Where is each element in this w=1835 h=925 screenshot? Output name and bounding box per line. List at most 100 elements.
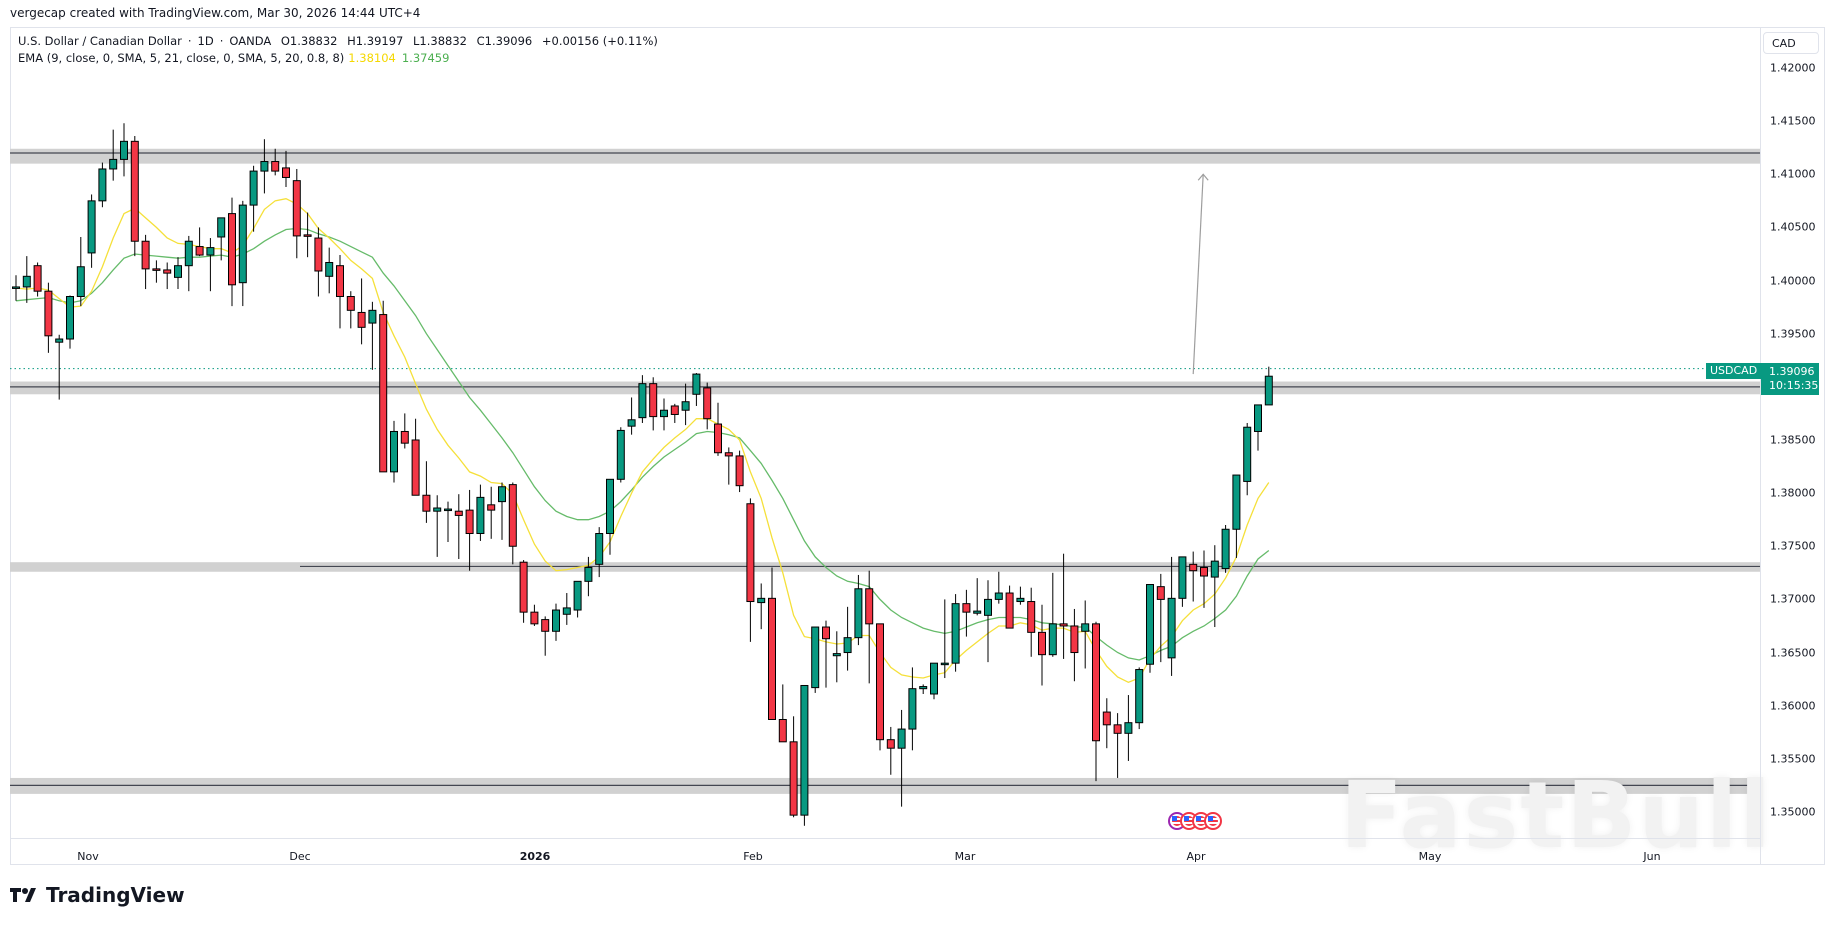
candle-body — [33, 265, 42, 292]
price-tick-label: 1.39500 — [1770, 327, 1816, 341]
price-tick-label: 1.40500 — [1770, 220, 1816, 234]
symbol-name[interactable]: U.S. Dollar / Canadian Dollar — [18, 34, 182, 48]
candle-body — [703, 387, 712, 420]
candle-body — [616, 429, 625, 480]
interval[interactable]: 1D — [197, 34, 214, 48]
economic-events[interactable] — [1168, 812, 1222, 830]
currency-button[interactable]: CAD — [1763, 32, 1819, 54]
candle-body — [217, 217, 226, 238]
candle-body — [573, 580, 582, 611]
candle-body — [184, 240, 193, 267]
candle-body — [1189, 563, 1198, 572]
candle-body — [552, 609, 560, 632]
candle-body — [314, 237, 323, 272]
candle-body — [1048, 623, 1057, 656]
candle-body — [822, 626, 830, 640]
candle-body — [22, 275, 31, 288]
candle-body — [1081, 623, 1090, 632]
candle-body — [206, 247, 215, 256]
zone-rectangle[interactable] — [10, 381, 1760, 395]
candle-body — [541, 619, 550, 632]
low-value: L1.38832 — [413, 34, 467, 48]
candle-body — [832, 653, 841, 657]
arrow-head-icon — [1197, 173, 1209, 181]
price-tick-label: 1.38000 — [1770, 486, 1816, 500]
candle-body — [357, 311, 366, 328]
time-tick-label: 2026 — [519, 850, 551, 863]
time-axis[interactable] — [10, 838, 1760, 865]
candle-body — [120, 140, 128, 160]
high-value: H1.39197 — [347, 34, 404, 48]
ema-fast-line — [15, 198, 1270, 684]
price-tick-label: 1.38500 — [1770, 433, 1816, 447]
candle-body — [368, 309, 377, 324]
price-tick-label: 1.36500 — [1770, 646, 1816, 660]
chart-credit: vergecap created with TradingView.com, M… — [10, 6, 421, 20]
candle-body — [800, 684, 809, 816]
candle-body — [1102, 711, 1111, 726]
candle-body — [1243, 426, 1252, 482]
candle-body — [66, 296, 74, 340]
indicator-legend[interactable]: EMA (9, close, 0, SMA, 5, 21, close, 0, … — [18, 51, 449, 65]
price-tick-label: 1.36000 — [1770, 699, 1816, 713]
candle-body — [670, 405, 679, 415]
candle-body — [811, 626, 820, 689]
candle-body — [12, 286, 20, 289]
candle-body — [1113, 724, 1122, 734]
us-flag-event-icon[interactable] — [1204, 812, 1222, 830]
candle-body — [422, 494, 431, 512]
time-tick-label: Mar — [954, 850, 976, 863]
candle-body — [346, 296, 355, 311]
candle-body — [1232, 474, 1241, 530]
candle-body — [843, 637, 852, 654]
candle-body — [163, 269, 172, 274]
candle-body — [1210, 560, 1219, 578]
change-value: +0.00156 (+0.11%) — [541, 34, 658, 48]
price-tick-label: 1.41000 — [1770, 167, 1816, 181]
candle-body — [692, 373, 701, 395]
candle-body — [584, 567, 593, 582]
price-axis[interactable] — [1760, 28, 1825, 864]
exchange: OANDA — [229, 34, 272, 48]
candle-body — [195, 246, 204, 256]
candle-body — [886, 739, 895, 749]
price-tick-label: 1.37500 — [1770, 539, 1816, 553]
candle-body — [606, 478, 614, 535]
candle-body — [98, 168, 107, 202]
candle-body — [1178, 556, 1187, 599]
symbol-legend[interactable]: U.S. Dollar / Canadian Dollar · 1D · OANDA O… — [18, 34, 658, 48]
candle-body — [55, 338, 64, 343]
close-value: C1.39096 — [476, 34, 533, 48]
candle-body — [109, 158, 118, 170]
candle-body — [984, 598, 992, 616]
last-price: 1.39096 — [1769, 364, 1815, 378]
time-tick-label: Apr — [1186, 850, 1206, 863]
candle-body — [649, 383, 658, 418]
candle-body — [1059, 623, 1068, 627]
price-tick-label: 1.42000 — [1770, 61, 1816, 75]
brand-name: TradingView — [46, 883, 185, 907]
indicator-label[interactable]: EMA (9, close, 0, SMA, 5, 21, close, 0, … — [18, 51, 345, 65]
time-tick-label: Dec — [289, 850, 311, 863]
candle-body — [130, 140, 139, 242]
candle-body — [595, 533, 604, 565]
candle-body — [940, 662, 949, 666]
candle-body — [476, 496, 485, 535]
open-value: O1.38832 — [280, 34, 338, 48]
candle-body — [400, 430, 409, 444]
tradingview-logo[interactable]: TradingView — [10, 883, 185, 907]
candle-body — [519, 561, 528, 613]
candle-body — [973, 610, 982, 614]
candle-body — [1200, 567, 1208, 577]
candle-body — [768, 597, 776, 720]
candle-body — [930, 662, 938, 695]
candle-body — [444, 508, 452, 512]
candle-body — [1254, 404, 1262, 432]
price-tick-label: 1.40000 — [1770, 274, 1816, 288]
candle-body — [271, 161, 280, 172]
candle-body — [508, 484, 517, 547]
candle-body — [789, 741, 798, 816]
candle-body — [411, 439, 420, 496]
candle-body — [379, 314, 388, 473]
